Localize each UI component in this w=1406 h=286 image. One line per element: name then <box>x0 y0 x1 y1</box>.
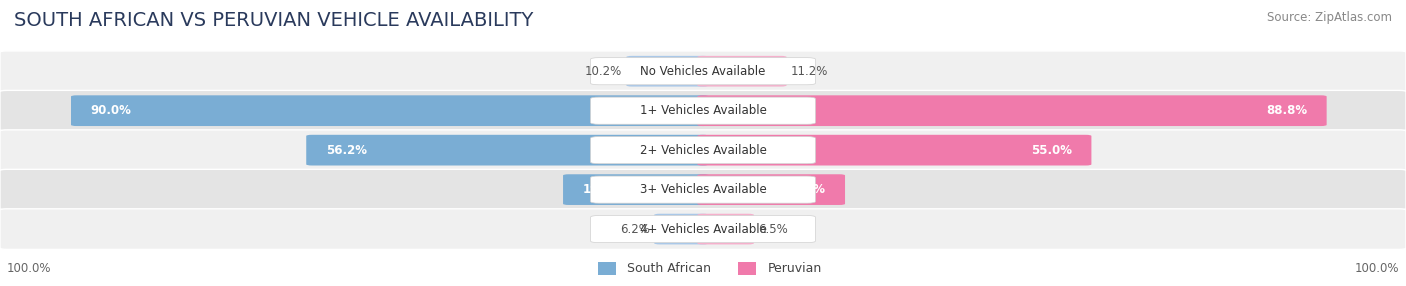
Text: 6.5%: 6.5% <box>758 223 787 236</box>
Text: Source: ZipAtlas.com: Source: ZipAtlas.com <box>1267 11 1392 24</box>
FancyBboxPatch shape <box>307 135 709 166</box>
Text: SOUTH AFRICAN VS PERUVIAN VEHICLE AVAILABILITY: SOUTH AFRICAN VS PERUVIAN VEHICLE AVAILA… <box>14 11 533 30</box>
FancyBboxPatch shape <box>0 169 1406 210</box>
Text: 2+ Vehicles Available: 2+ Vehicles Available <box>640 144 766 157</box>
FancyBboxPatch shape <box>697 135 1091 166</box>
Text: No Vehicles Available: No Vehicles Available <box>640 65 766 78</box>
Text: 6.2%: 6.2% <box>620 223 650 236</box>
Text: 4+ Vehicles Available: 4+ Vehicles Available <box>640 223 766 236</box>
FancyBboxPatch shape <box>591 137 815 164</box>
Text: 55.0%: 55.0% <box>1031 144 1071 157</box>
FancyBboxPatch shape <box>697 214 754 245</box>
Text: 10.2%: 10.2% <box>585 65 623 78</box>
Text: 1+ Vehicles Available: 1+ Vehicles Available <box>640 104 766 117</box>
FancyBboxPatch shape <box>0 90 1406 131</box>
Text: 19.3%: 19.3% <box>582 183 624 196</box>
FancyBboxPatch shape <box>591 176 815 203</box>
Text: 19.6%: 19.6% <box>785 183 825 196</box>
Text: 90.0%: 90.0% <box>90 104 132 117</box>
FancyBboxPatch shape <box>591 216 815 243</box>
FancyBboxPatch shape <box>598 263 616 275</box>
Text: South African: South African <box>627 262 711 275</box>
FancyBboxPatch shape <box>0 209 1406 249</box>
Text: 100.0%: 100.0% <box>7 262 52 275</box>
FancyBboxPatch shape <box>562 174 709 205</box>
FancyBboxPatch shape <box>697 174 845 205</box>
FancyBboxPatch shape <box>627 56 709 87</box>
FancyBboxPatch shape <box>654 214 709 245</box>
FancyBboxPatch shape <box>0 51 1406 92</box>
FancyBboxPatch shape <box>70 95 709 126</box>
FancyBboxPatch shape <box>697 95 1327 126</box>
FancyBboxPatch shape <box>697 56 786 87</box>
Text: 3+ Vehicles Available: 3+ Vehicles Available <box>640 183 766 196</box>
FancyBboxPatch shape <box>591 58 815 85</box>
Text: Peruvian: Peruvian <box>768 262 823 275</box>
FancyBboxPatch shape <box>738 263 756 275</box>
Text: 88.8%: 88.8% <box>1265 104 1308 117</box>
FancyBboxPatch shape <box>0 130 1406 170</box>
Text: 56.2%: 56.2% <box>326 144 367 157</box>
FancyBboxPatch shape <box>591 97 815 124</box>
Text: 100.0%: 100.0% <box>1354 262 1399 275</box>
Text: 11.2%: 11.2% <box>790 65 828 78</box>
